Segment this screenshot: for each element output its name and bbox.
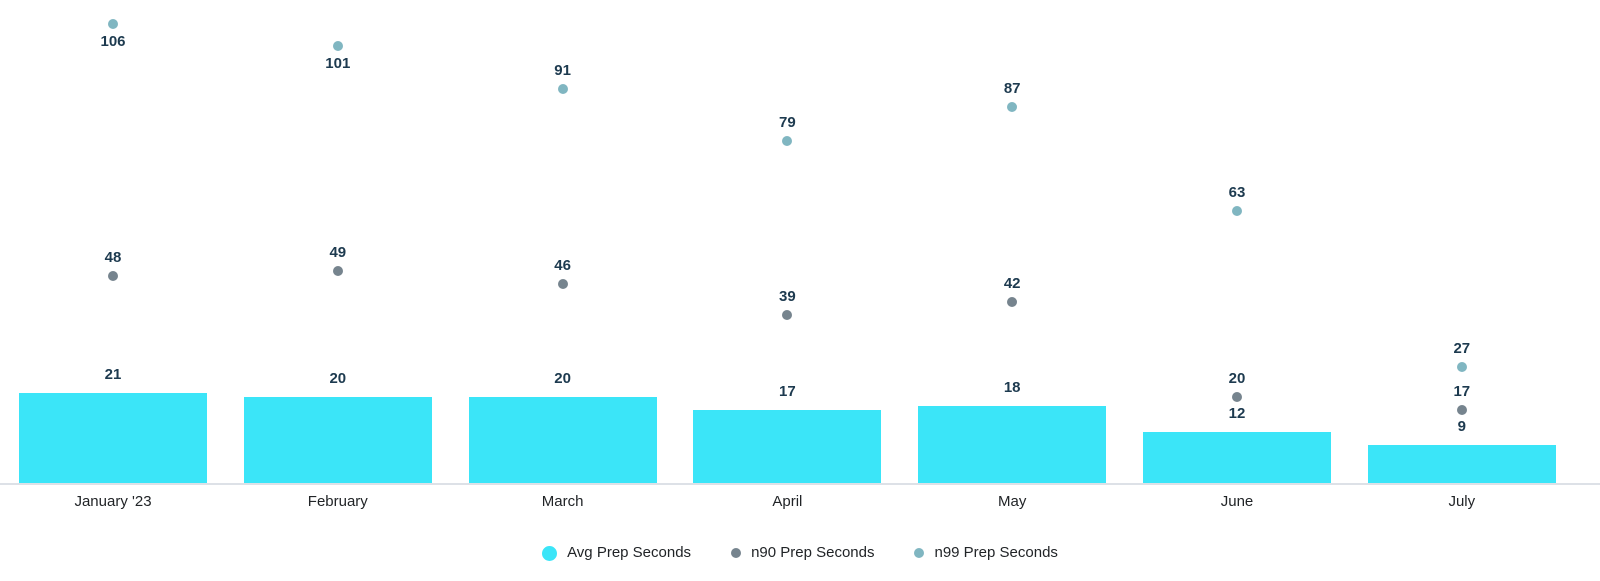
plot-area: 21 48 106 20 49 101 20 46 91 17 39 79 18 42 87 12 20 63 9 1… [19, 19, 1556, 484]
value-label-n99-prep-seconds-march: 91 [554, 62, 571, 80]
value-label-n99-prep-seconds-april: 79 [779, 114, 796, 132]
x-axis-label-february: February [307, 493, 368, 510]
bar-avg-prep-seconds-june[interactable] [1143, 431, 1331, 484]
x-axis-label-march: March [541, 493, 584, 510]
value-label-n90-prep-seconds-may: 42 [1003, 274, 1021, 292]
legend-label: Avg Prep Seconds [567, 544, 692, 561]
value-label-n90-prep-seconds-april: 39 [779, 287, 796, 305]
legend-label: n99 Prep Seconds [934, 544, 1058, 561]
point-n90-prep-seconds-july[interactable] [1456, 405, 1467, 416]
value-label-n90-prep-seconds-july: 17 [1453, 383, 1471, 401]
legend-item-avg-prep-seconds[interactable]: Avg Prep Seconds [542, 543, 691, 563]
value-label-n99-prep-seconds-january-23: 106 [100, 33, 126, 51]
bar-avg-prep-seconds-july[interactable] [1367, 444, 1556, 484]
legend-marker-icon [731, 548, 742, 558]
point-n99-prep-seconds-june[interactable] [1232, 205, 1242, 216]
point-n99-prep-seconds-april[interactable] [782, 136, 793, 147]
point-n90-prep-seconds-may[interactable] [1007, 296, 1018, 307]
point-n99-prep-seconds-may[interactable] [1007, 101, 1018, 112]
point-n90-prep-seconds-march[interactable] [557, 279, 568, 290]
value-label-n90-prep-seconds-january-23: 48 [104, 248, 122, 266]
point-n99-prep-seconds-march[interactable] [557, 84, 568, 95]
legend-item-n90-prep-seconds[interactable]: n90 Prep Seconds [731, 543, 874, 563]
value-label-avg-prep-seconds-march: 20 [554, 370, 571, 388]
x-axis-label-april: April [772, 493, 803, 510]
value-label-n99-prep-seconds-may: 87 [1003, 79, 1021, 97]
value-label-n99-prep-seconds-june: 63 [1228, 183, 1246, 201]
point-n99-prep-seconds-february[interactable] [332, 40, 343, 51]
legend-marker-icon [914, 548, 925, 558]
x-axis-label-january-23: January '23 [74, 493, 152, 510]
x-axis-label-may: May [998, 493, 1027, 510]
value-label-avg-prep-seconds-january-23: 21 [104, 365, 122, 383]
bar-avg-prep-seconds-march[interactable] [468, 397, 657, 484]
legend-marker-icon [542, 545, 558, 561]
bar-avg-prep-seconds-april[interactable] [693, 410, 882, 484]
value-label-avg-prep-seconds-february: 20 [329, 370, 347, 388]
bar-avg-prep-seconds-february[interactable] [243, 397, 432, 484]
legend: Avg Prep Seconds n90 Prep Seconds n99 Prep… [0, 541, 1600, 565]
x-axis-label-june: June [1220, 493, 1254, 510]
value-label-avg-prep-seconds-june: 12 [1228, 404, 1246, 422]
legend-item-n99-prep-seconds[interactable]: n99 Prep Seconds [914, 543, 1058, 563]
bar-avg-prep-seconds-may[interactable] [918, 405, 1107, 484]
value-label-avg-prep-seconds-april: 17 [779, 383, 796, 401]
value-label-n99-prep-seconds-july: 27 [1453, 339, 1471, 357]
point-n90-prep-seconds-february[interactable] [332, 266, 343, 277]
value-label-n90-prep-seconds-february: 49 [329, 244, 347, 262]
point-n99-prep-seconds-january-23[interactable] [108, 19, 118, 30]
point-n90-prep-seconds-april[interactable] [782, 309, 793, 320]
value-label-n90-prep-seconds-march: 46 [554, 257, 571, 275]
value-label-n90-prep-seconds-june: 20 [1228, 370, 1246, 388]
x-axis-label-july: July [1448, 493, 1476, 510]
point-n90-prep-seconds-june[interactable] [1232, 392, 1242, 403]
bar-avg-prep-seconds-january-23[interactable] [19, 392, 207, 484]
value-label-avg-prep-seconds-july: 9 [1457, 417, 1466, 435]
legend-label: n90 Prep Seconds [751, 544, 875, 561]
value-label-avg-prep-seconds-may: 18 [1003, 378, 1021, 396]
point-n90-prep-seconds-january-23[interactable] [108, 270, 118, 281]
point-n99-prep-seconds-july[interactable] [1456, 361, 1467, 372]
value-label-n99-prep-seconds-february: 101 [325, 54, 351, 72]
x-axis-line [0, 483, 1600, 485]
